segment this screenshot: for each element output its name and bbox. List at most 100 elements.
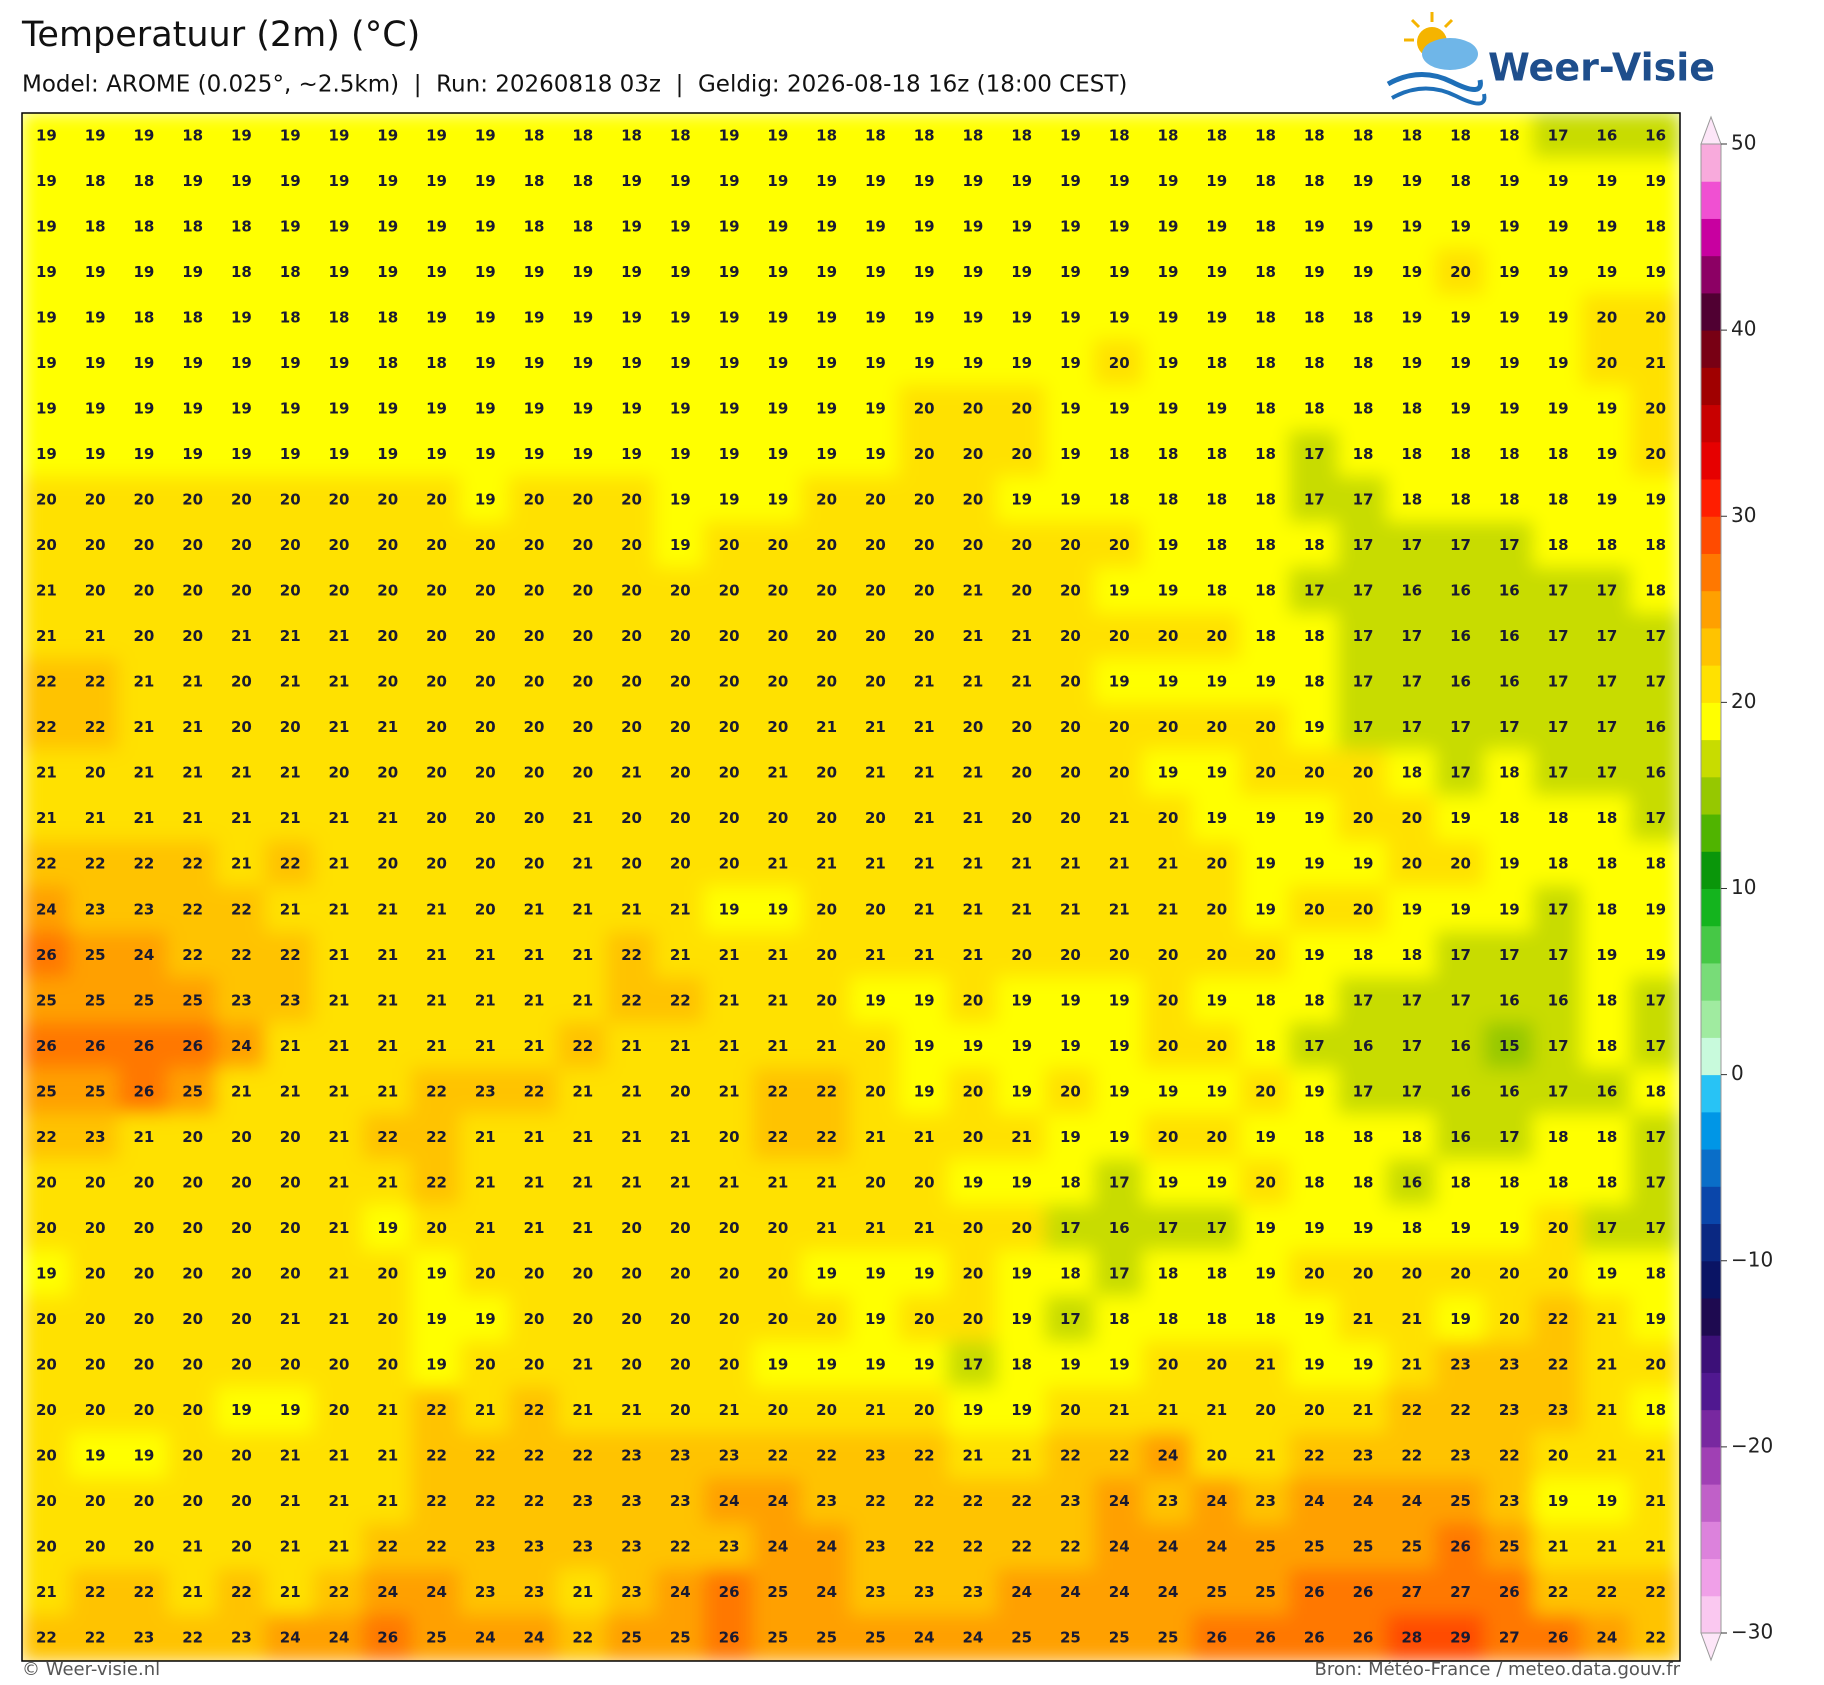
temperature-label: 18 [1596, 900, 1617, 918]
temperature-cell [1045, 476, 1096, 524]
temperature-cell [264, 248, 316, 297]
temperature-label: 20 [719, 582, 740, 600]
temperature-label: 18 [1158, 445, 1179, 463]
temperature-cell [216, 567, 267, 615]
temperature-cell [606, 203, 657, 251]
temperature-cell [557, 1159, 609, 1207]
temperature-label: 22 [426, 1401, 447, 1419]
temperature-cell [1483, 113, 1535, 160]
temperature-label: 19 [1353, 263, 1374, 281]
temperature-cell [654, 658, 706, 706]
temperature-cell [654, 1068, 706, 1116]
temperature-label: 19 [1401, 263, 1422, 281]
temperature-cell [216, 658, 267, 706]
temperature-label: 24 [962, 1629, 983, 1647]
temperature-cell [508, 1523, 560, 1571]
temperature-label: 19 [816, 217, 837, 235]
temperature-cell [1581, 977, 1633, 1025]
temperature-cell [1483, 157, 1535, 206]
temperature-cell [654, 931, 706, 980]
temperature-label: 22 [1304, 1447, 1325, 1465]
temperature-label: 17 [1401, 991, 1422, 1009]
temperature-cell [1288, 567, 1340, 615]
temperature-label: 21 [914, 718, 935, 736]
temperature-label: 24 [1304, 1492, 1325, 1510]
temperature-label: 20 [1255, 1401, 1276, 1419]
temperature-cell [313, 977, 365, 1025]
temperature-cell [1288, 1068, 1340, 1116]
temperature-cell [1483, 1523, 1535, 1571]
temperature-label: 26 [36, 946, 57, 964]
temperature-cell [703, 1113, 755, 1162]
temperature-label: 18 [1353, 354, 1374, 372]
temperature-label: 18 [1596, 1128, 1617, 1146]
temperature-cell [459, 567, 511, 615]
temperature-label: 19 [1158, 582, 1179, 600]
temperature-label: 17 [1401, 1037, 1422, 1055]
temperature-cell [69, 113, 121, 160]
temperature-label: 18 [1304, 991, 1325, 1009]
temperature-cell [996, 385, 1048, 433]
temperature-label: 19 [1109, 308, 1130, 326]
temperature-label: 20 [133, 627, 154, 645]
temperature-label: 19 [1450, 1219, 1471, 1237]
temperature-label: 19 [280, 172, 301, 190]
temperature-label: 16 [1450, 1037, 1471, 1055]
temperature-label: 25 [1353, 1538, 1374, 1556]
temperature-label: 19 [1158, 399, 1179, 417]
temperature-label: 19 [1158, 1173, 1179, 1191]
temperature-cell [508, 658, 560, 706]
temperature-cell [264, 339, 316, 388]
temperature-cell [459, 157, 511, 206]
temperature-label: 17 [1645, 991, 1666, 1009]
temperature-cell [850, 794, 901, 843]
temperature-label: 18 [1645, 1082, 1666, 1100]
temperature-label: 18 [377, 308, 398, 326]
temperature-cell [850, 248, 901, 297]
temperature-cell [947, 1341, 999, 1389]
temperature-label: 20 [670, 1401, 691, 1419]
temperature-label: 20 [865, 1173, 886, 1191]
temperature-label: 19 [85, 354, 106, 372]
temperature-cell [1093, 476, 1145, 524]
temperature-cell [996, 1341, 1048, 1389]
temperature-label: 18 [1450, 1173, 1471, 1191]
temperature-label: 19 [1596, 399, 1617, 417]
temperature-label: 20 [572, 718, 593, 736]
temperature-cell [69, 1159, 121, 1207]
temperature-cell [1288, 1386, 1340, 1435]
temperature-label: 18 [1499, 126, 1520, 144]
temperature-cell [996, 703, 1048, 752]
temperature-cell [313, 113, 365, 160]
temperature-label: 18 [426, 354, 447, 372]
temperature-cell [1045, 977, 1096, 1025]
temperature-label: 24 [670, 1583, 691, 1601]
temperature-label: 16 [1499, 1082, 1520, 1100]
temperature-label: 22 [572, 1037, 593, 1055]
temperature-cell [1045, 1295, 1096, 1344]
temperature-cell [752, 794, 804, 843]
temperature-label: 19 [1011, 1310, 1032, 1328]
temperature-cell [1630, 1068, 1680, 1116]
temperature-cell [22, 1523, 72, 1571]
temperature-label: 25 [1401, 1538, 1422, 1556]
temperature-cell [216, 1250, 267, 1298]
colorbar-band [1701, 1521, 1721, 1560]
temperature-cell [1093, 840, 1145, 888]
temperature-cell [850, 430, 901, 479]
temperature-cell [654, 1204, 706, 1253]
temperature-cell [264, 658, 316, 706]
temperature-cell [411, 521, 462, 570]
temperature-cell [1386, 703, 1438, 752]
temperature-label: 19 [231, 308, 252, 326]
temperature-cell [1337, 1295, 1389, 1344]
temperature-cell [1142, 1068, 1194, 1116]
temperature-cell [1386, 567, 1438, 615]
temperature-cell [264, 612, 316, 661]
temperature-label: 19 [426, 399, 447, 417]
temperature-label: 17 [1353, 673, 1374, 691]
temperature-cell [1142, 1295, 1194, 1344]
temperature-cell [22, 1341, 72, 1389]
temperature-label: 20 [914, 1401, 935, 1419]
temperature-label: 19 [1206, 991, 1227, 1009]
